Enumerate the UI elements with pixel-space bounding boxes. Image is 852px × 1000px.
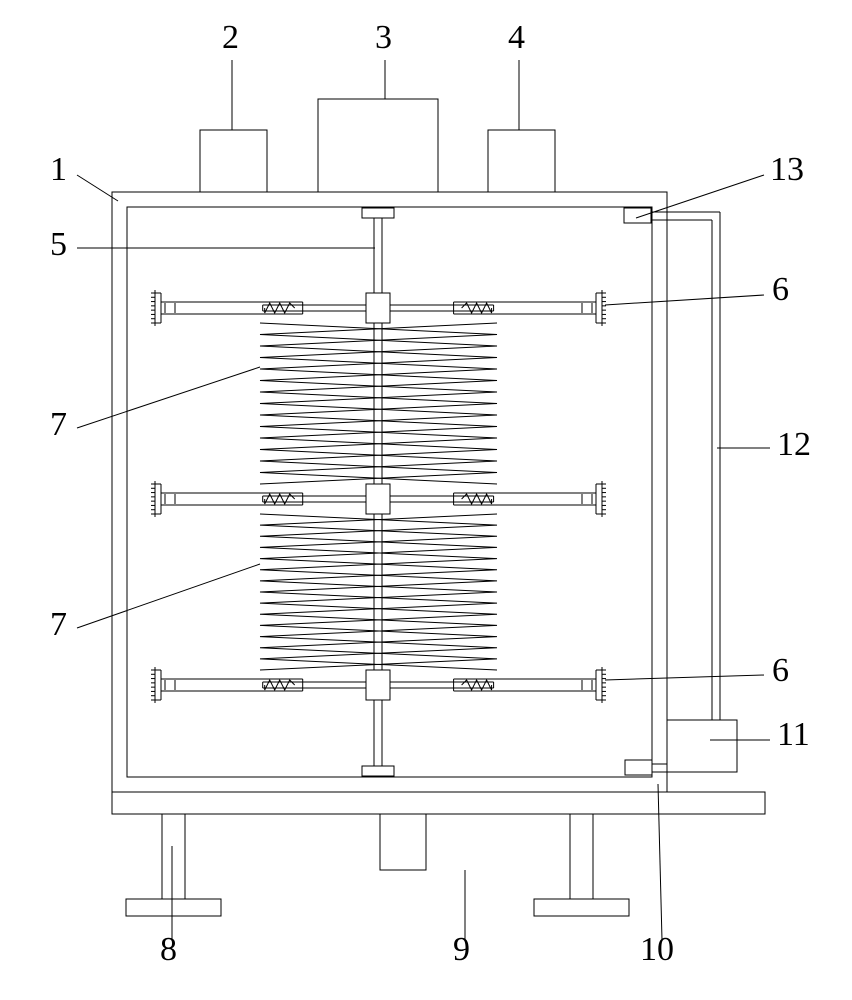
leader-l6b [605,675,764,680]
leg-left-post [162,814,185,899]
leg-right-foot [534,899,629,916]
top-inlet-2 [200,130,267,192]
leader-l7a [77,367,260,428]
port-13 [624,208,651,223]
label-l8: 8 [160,931,177,968]
label-l1: 1 [50,151,67,188]
shaft-hub-3 [366,670,390,700]
label-l10: 10 [640,931,674,968]
top-inlet-4 [488,130,555,192]
label-l5: 5 [50,226,67,263]
shaft-hub-2 [366,484,390,514]
label-l12: 12 [777,426,811,463]
top-motor-3 [318,99,438,192]
label-l2: 2 [222,19,239,56]
label-l4: 4 [508,19,525,56]
leader-l6a [605,295,764,305]
shaft-top-cap [362,208,394,218]
leg-right-post [570,814,593,899]
pump-11 [667,720,737,772]
leader-l7b [77,564,260,628]
label-l7b: 7 [50,606,67,643]
leader-l10 [658,784,662,940]
leg-left-foot [126,899,221,916]
label-l13: 13 [770,151,804,188]
label-l6b: 6 [772,652,789,689]
bottom-outlet-9 [380,814,426,870]
label-l9: 9 [453,931,470,968]
label-l3: 3 [375,19,392,56]
port-10 [625,760,652,775]
label-l11: 11 [777,716,810,753]
base-plate [112,792,765,814]
shaft-bottom-cap [362,766,394,776]
label-l7a: 7 [50,406,67,443]
label-l6a: 6 [772,271,789,308]
leader-l1 [77,175,118,201]
shaft-hub-1 [366,293,390,323]
